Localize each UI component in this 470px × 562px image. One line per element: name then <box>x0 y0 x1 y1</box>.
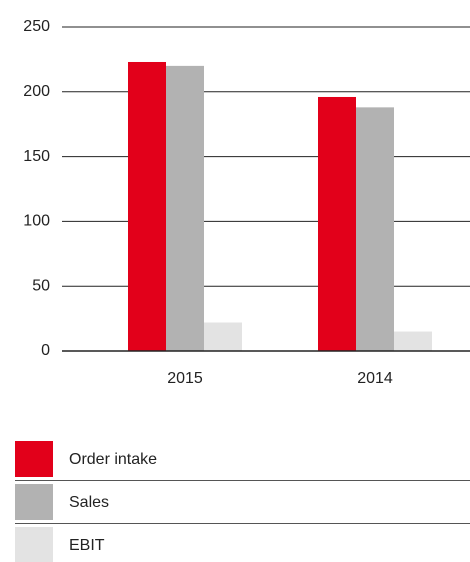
y-tick-label: 200 <box>23 83 50 100</box>
y-tick-label: 100 <box>23 213 50 230</box>
bar <box>318 96 356 351</box>
x-tick-label: 2014 <box>357 370 393 387</box>
legend-swatch <box>15 484 53 520</box>
legend-swatch <box>15 441 53 477</box>
bar <box>204 322 242 351</box>
legend-label: Sales <box>69 494 109 511</box>
y-tick-label: 50 <box>32 277 50 294</box>
legend-label: EBIT <box>69 537 105 554</box>
bar <box>394 331 432 351</box>
y-tick-label: 150 <box>23 148 50 165</box>
bar <box>128 61 166 351</box>
bar <box>356 107 394 352</box>
y-tick-label: 0 <box>41 342 50 359</box>
y-tick-label: 250 <box>23 18 50 35</box>
bar <box>166 65 204 351</box>
legend-label: Order intake <box>69 451 157 468</box>
legend-swatch <box>15 527 53 562</box>
x-tick-label: 2015 <box>167 370 203 387</box>
